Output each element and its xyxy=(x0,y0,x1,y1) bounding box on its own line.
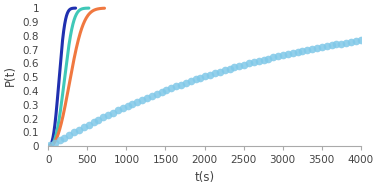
Y-axis label: P(t): P(t) xyxy=(4,65,17,86)
X-axis label: t(s): t(s) xyxy=(194,171,215,184)
